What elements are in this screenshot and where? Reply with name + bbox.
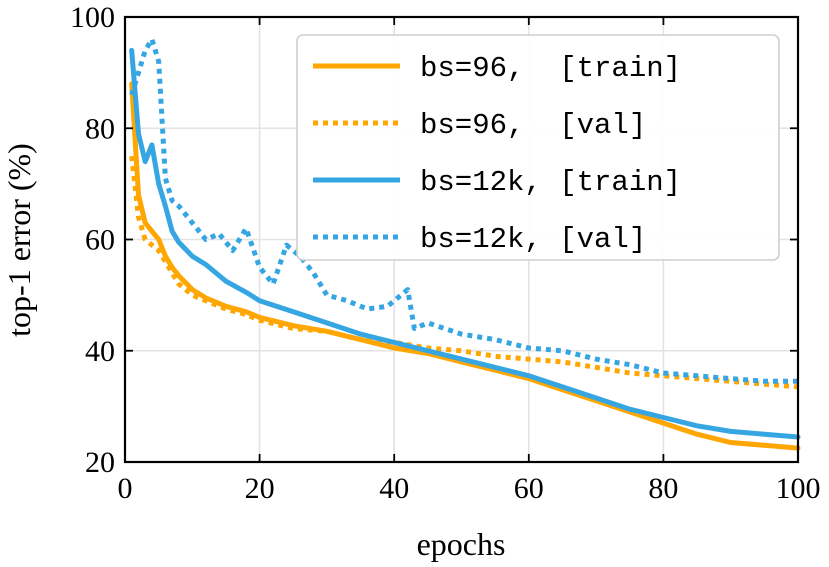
series-line-3: [129, 47, 801, 440]
x-tick-label: 40: [379, 472, 409, 505]
legend-label-2: bs=96, [val]: [420, 109, 646, 142]
x-tick-label: 20: [245, 472, 275, 505]
y-tick-label: 60: [85, 224, 115, 257]
legend: bs=96, [train] bs=96, [val] bs=12k, [train…: [296, 34, 780, 261]
y-tick-label: 80: [85, 112, 115, 145]
series-line-4: [129, 36, 798, 384]
legend-box: [296, 34, 780, 261]
series-line-2: [129, 155, 799, 390]
series-line-1: [129, 81, 801, 451]
legend-label-1: bs=96, [train]: [420, 52, 681, 85]
x-tick-label: 60: [514, 472, 544, 505]
x-axis-label: epochs: [417, 526, 506, 562]
legend-label-3: bs=12k, [train]: [420, 166, 681, 199]
y-tick-label: 40: [85, 335, 115, 368]
x-tick-label: 0: [118, 472, 133, 505]
y-axis-label: top-1 error (%): [1, 143, 37, 337]
y-tick-label: 100: [70, 1, 115, 34]
x-tick-label: 100: [776, 472, 821, 505]
y-tick-label: 20: [85, 446, 115, 479]
x-tick-label: 80: [648, 472, 678, 505]
series-lines: [129, 36, 801, 451]
legend-label-4: bs=12k, [val]: [420, 223, 646, 256]
